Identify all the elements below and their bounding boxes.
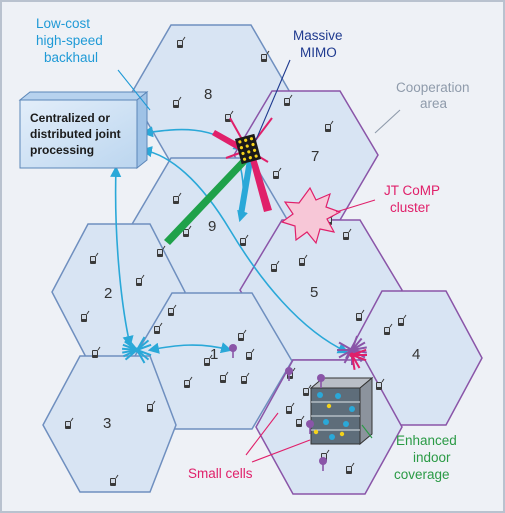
building-indoor-users [313, 403, 345, 437]
cell-number-3: 3 [103, 415, 111, 432]
small-cell-icon [285, 367, 293, 381]
jt-comp-label-line2: cluster [390, 200, 430, 215]
user-device-icon [225, 110, 234, 122]
indoor-label-line2: indoor [413, 450, 451, 465]
user-device-icon [65, 417, 74, 429]
user-device-icon [220, 371, 229, 383]
cooperation-label-line2: area [420, 96, 448, 111]
massive-mimo-label-line2: MIMO [300, 45, 337, 60]
small-cells-label: Small cells [188, 466, 253, 481]
user-device-icon [90, 252, 99, 264]
massive-mimo-antenna [164, 117, 273, 245]
cell-number-9: 9 [208, 218, 216, 235]
user-device-icon [261, 50, 270, 62]
cell-number-7: 7 [311, 148, 319, 165]
backhaul-arrow-cell2-to-smallcell [147, 342, 233, 354]
user-device-icon [376, 378, 385, 390]
leader-backhaul [117, 69, 151, 111]
user-device-icon [177, 36, 186, 48]
diagram-labels: Low-cost high-speed backhaul Massive MIM… [36, 16, 470, 482]
mimo-beam-magenta-2 [212, 130, 242, 150]
backhaul-label-line3: backhaul [44, 50, 98, 65]
user-device-icon [286, 402, 295, 414]
processing-label-line3: processing [30, 143, 94, 157]
leader-jtcomp [335, 199, 376, 213]
small-cell-icon [319, 457, 327, 471]
user-device-icon [110, 474, 119, 486]
antenna-icon [337, 335, 367, 365]
user-device-icon [356, 309, 365, 321]
processing-box-side [136, 90, 148, 170]
processing-box: Centralized or distributed joint process… [18, 90, 149, 170]
mimo-beam-magenta [250, 158, 272, 212]
small-cell-icon [229, 344, 237, 358]
user-device-icon [81, 310, 90, 322]
mimo-beam-cyan [238, 160, 253, 215]
user-device-icon [398, 314, 407, 326]
building-floors [311, 401, 360, 431]
mimo-array-dots [238, 137, 258, 161]
leader-indoor [361, 424, 373, 439]
user-device-icon [241, 372, 250, 384]
leader-smallcell-1 [245, 412, 279, 456]
user-device-icon [303, 384, 312, 396]
backhaul-label-line1: Low-cost [36, 16, 90, 31]
small-cell-icon [317, 374, 325, 388]
small-cell-icon [306, 420, 314, 434]
cell-number-8: 8 [204, 86, 212, 103]
user-device-icon [346, 462, 355, 474]
leader-cooperation [374, 109, 401, 134]
building-indoor-cells [317, 392, 355, 440]
user-device-icon [325, 120, 334, 132]
leader-mimo [255, 59, 291, 141]
mimo-beam-green [164, 155, 250, 245]
user-device-icon [384, 323, 393, 335]
leader-lines [117, 59, 401, 463]
antenna-icon [349, 348, 367, 370]
processing-box-top [18, 91, 149, 101]
backhaul-arrow-cell2-to-processing [110, 165, 134, 348]
jt-comp-cluster-star [280, 186, 342, 245]
antenna-icon [121, 336, 152, 364]
user-device-icon [296, 415, 305, 427]
cell-number-5: 5 [310, 284, 318, 301]
user-device-icon [204, 354, 213, 366]
cell-number-4: 4 [412, 346, 420, 363]
leader-smallcell-2 [251, 439, 311, 463]
base-station-antennas [121, 335, 367, 370]
indoor-building [309, 376, 374, 446]
building-side [359, 376, 373, 446]
user-device-icon [173, 96, 182, 108]
massive-mimo-label-line1: Massive [293, 28, 343, 43]
processing-label-line1: Centralized or [30, 111, 110, 125]
cell-number-2: 2 [104, 285, 112, 302]
backhaul-label-line2: high-speed [36, 33, 103, 48]
user-device-icon [147, 400, 156, 412]
user-device-icon [184, 376, 193, 388]
mimo-array [234, 133, 262, 165]
processing-label-line2: distributed joint [30, 127, 121, 141]
indoor-label-line3: coverage [394, 467, 450, 482]
hex-cell-3 [42, 355, 177, 493]
user-device-icon [284, 94, 293, 106]
cell-number-1: 1 [210, 346, 218, 363]
user-device-icon [92, 346, 101, 358]
indoor-label-line1: Enhanced [396, 433, 457, 448]
processing-box-front [19, 99, 138, 169]
backhaul-arrow-cell4-to-processing [140, 146, 350, 354]
small-cells [229, 344, 327, 471]
jt-comp-label-line1: JT CoMP [384, 183, 440, 198]
cooperation-label-line1: Cooperation [396, 80, 470, 95]
